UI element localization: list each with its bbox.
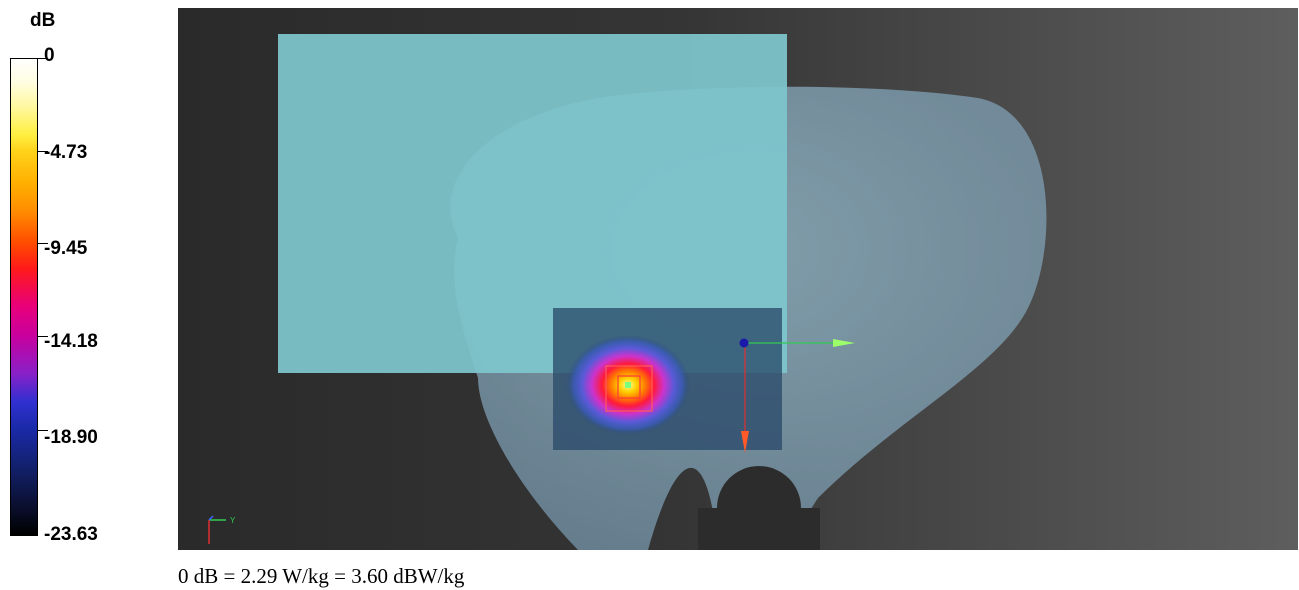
3d-viewport[interactable]: Y xyxy=(178,8,1298,550)
legend-tick-0: 0 xyxy=(44,45,55,66)
scene-svg: Y xyxy=(208,34,1047,550)
triad-y-label: Y xyxy=(230,516,236,525)
legend-tick-2: -9.45 xyxy=(44,238,88,259)
legend-unit-label: dB xyxy=(30,10,56,31)
legend-tick-3: -14.18 xyxy=(44,331,98,352)
legend-tick-4: -18.90 xyxy=(44,427,98,448)
z-axis-arrowhead xyxy=(741,431,749,453)
hotspot-peak-marker xyxy=(625,382,631,388)
hotspot-inner-box xyxy=(617,375,641,399)
legend-tick-mark xyxy=(38,430,48,431)
hotspot-outer-box xyxy=(605,365,653,412)
origin-marker xyxy=(739,338,749,348)
triad-x-axis xyxy=(208,515,214,521)
color-scale-legend: dB 0 -4.73 -9.45 -14.18 -18.90 -23.63 xyxy=(0,0,178,550)
legend-tick-mark xyxy=(38,58,48,59)
phantom-notch-fill xyxy=(698,508,820,550)
color-scale-bar xyxy=(10,58,38,536)
x-axis-arrowhead xyxy=(833,339,855,347)
legend-tick-5: -23.63 xyxy=(44,524,98,545)
legend-tick-mark xyxy=(38,151,48,152)
legend-tick-mark xyxy=(38,243,48,244)
legend-tick-1: -4.73 xyxy=(44,142,88,163)
legend-tick-mark xyxy=(38,336,48,337)
reference-caption: 0 dB = 2.29 W/kg = 3.60 dBW/kg xyxy=(178,564,465,588)
